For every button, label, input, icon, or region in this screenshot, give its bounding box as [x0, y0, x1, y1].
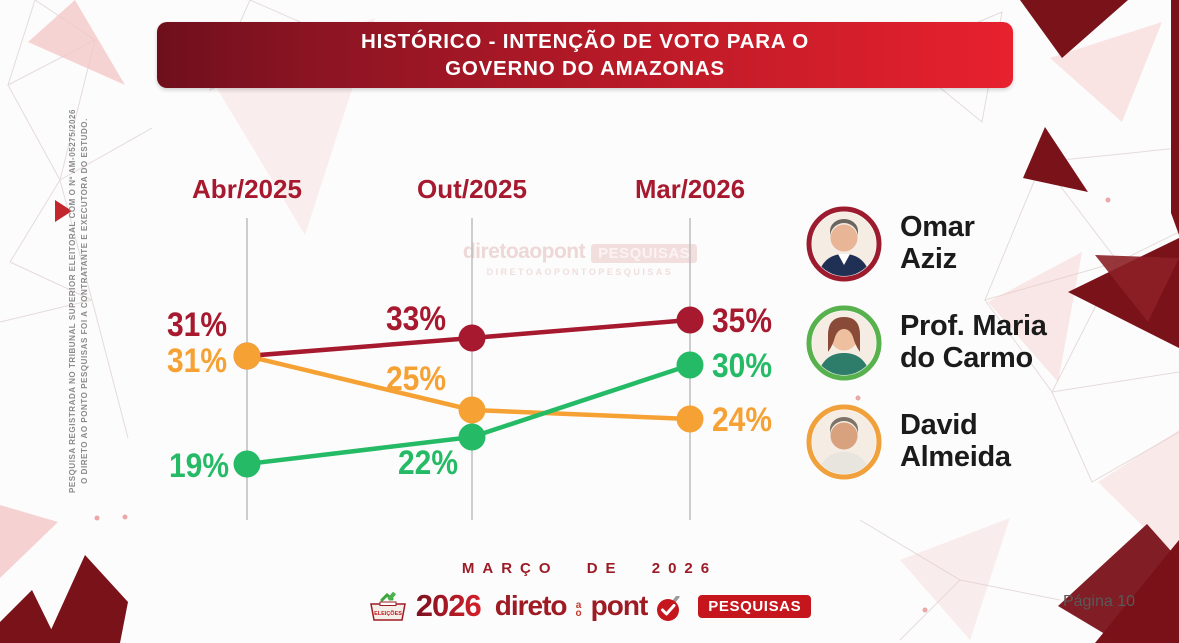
- data-point-label: 25%: [386, 360, 446, 398]
- legal-note-line1: PESQUISA REGISTRADA NO TRIBUNAL SUPERIOR…: [68, 108, 77, 494]
- line-chart-canvas: Abr/2025 Out/2025 Mar/2026 31% 33% 35% 31% 25% 2…: [167, 174, 772, 520]
- legend-item: Prof. Maria do Carmo: [805, 304, 1177, 382]
- legend-item: David Almeida: [805, 403, 1177, 481]
- period-label: MARÇO DE 2026: [461, 560, 718, 577]
- data-point-label: 22%: [398, 444, 458, 482]
- check-icon: [657, 596, 680, 621]
- data-point: [233, 450, 261, 478]
- candidate-avatar: [806, 206, 882, 282]
- data-point: [458, 423, 486, 451]
- category-label: Mar/2026: [635, 174, 745, 204]
- line-chart: Abr/2025 Out/2025 Mar/2026 31% 33% 35% 31% 25% 2…: [150, 160, 810, 540]
- page-number: Página 10: [1062, 593, 1135, 610]
- svg-text:ELEIÇÕES: ELEIÇÕES: [374, 610, 402, 617]
- pink-dots: [94, 197, 1111, 613]
- data-point: [458, 324, 486, 352]
- data-point: [458, 396, 486, 424]
- page-title-line1: HISTÓRICO - INTENÇÃO DE VOTO PARA O: [361, 29, 809, 53]
- candidate-avatar: [806, 305, 882, 381]
- title-banner: HISTÓRICO - INTENÇÃO DE VOTO PARA O GOVE…: [157, 22, 1013, 88]
- brand-pesquisas-badge: PESQUISAS: [698, 594, 812, 618]
- category-label: Out/2025: [417, 174, 527, 204]
- candidate-avatar: [806, 404, 882, 480]
- data-point: [676, 306, 704, 334]
- candidate-name: Omar Aziz: [900, 211, 975, 275]
- legend-item: Omar Aziz: [805, 205, 1177, 283]
- brand-pont: pont: [590, 590, 649, 621]
- chart-legend: Omar Aziz Prof. Maria do Carmo David Almeida: [805, 205, 1177, 502]
- brand-year: 2026: [415, 588, 482, 623]
- brand-direto: direto: [494, 590, 568, 621]
- data-point-label: 33%: [386, 300, 446, 338]
- page-title-line2: GOVERNO DO AMAZONAS: [445, 57, 725, 80]
- data-point-label: 31%: [167, 306, 227, 344]
- data-point-label: 35%: [712, 302, 772, 340]
- data-point-label: 30%: [712, 347, 772, 385]
- data-point-label: 24%: [712, 401, 772, 439]
- candidate-name: Prof. Maria do Carmo: [900, 310, 1047, 374]
- data-point: [676, 351, 704, 379]
- category-label: Abr/2025: [192, 174, 302, 204]
- data-point: [233, 342, 261, 370]
- ballot-box-icon: ELEIÇÕES: [369, 592, 406, 621]
- data-point-label: 31%: [167, 342, 227, 380]
- legal-note-line2: O DIRETO AO PONTO PESQUISAS FOI A CONTRA…: [80, 118, 89, 484]
- legal-note: PESQUISA REGISTRADA NO TRIBUNAL SUPERIOR…: [67, 91, 99, 511]
- data-point-label: 19%: [169, 447, 229, 485]
- data-point: [676, 405, 704, 433]
- candidate-name: David Almeida: [900, 409, 1011, 473]
